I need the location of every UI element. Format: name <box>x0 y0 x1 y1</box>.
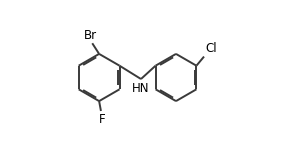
Text: HN: HN <box>131 82 149 95</box>
Text: Cl: Cl <box>205 42 217 55</box>
Text: Br: Br <box>84 29 97 42</box>
Text: F: F <box>98 113 105 126</box>
